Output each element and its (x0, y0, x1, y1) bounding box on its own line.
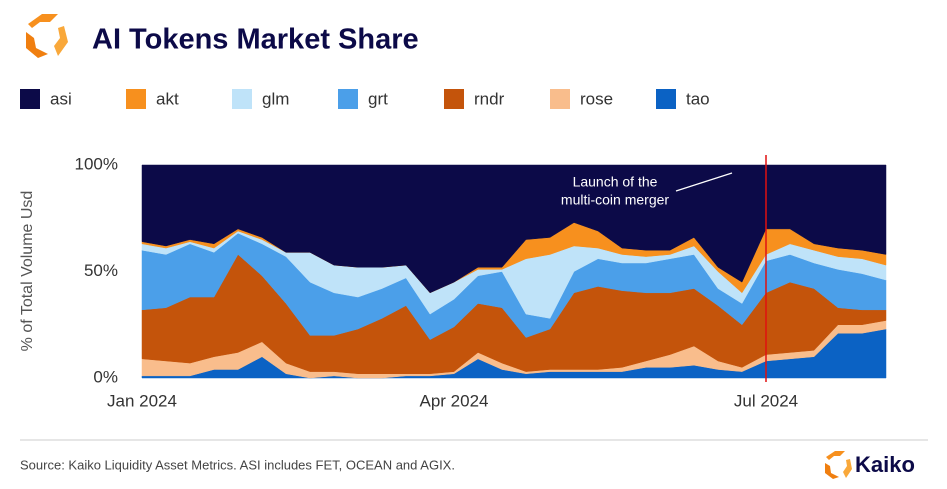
legend-swatch (550, 89, 570, 109)
area (141, 164, 887, 294)
y-tick-label: 0% (93, 367, 118, 386)
x-tick-label: Apr 2024 (420, 391, 489, 410)
legend-swatch (656, 89, 676, 109)
legend-label: tao (686, 89, 710, 108)
legend-label: rose (580, 89, 613, 108)
legend-label: rndr (474, 89, 505, 108)
legend-swatch (232, 89, 252, 109)
chart-title: AI Tokens Market Share (92, 24, 419, 56)
brand-logo (825, 451, 852, 479)
source-note: Source: Kaiko Liquidity Asset Metrics. A… (20, 457, 455, 472)
x-tick-label: Jul 2024 (734, 391, 798, 410)
legend-swatch (126, 89, 146, 109)
legend-label: grt (368, 89, 388, 108)
annotation: multi-coin merger (561, 192, 669, 208)
annotation: Launch of the (573, 174, 658, 190)
legend-swatch (338, 89, 358, 109)
brand-name: Kaiko (855, 452, 915, 477)
logo (26, 14, 68, 58)
legend-label: glm (262, 89, 289, 108)
x-tick-label: Jan 2024 (107, 391, 177, 410)
legend-label: akt (156, 89, 179, 108)
y-axis-label: % of Total Volume Usd (19, 191, 36, 352)
legend: asi akt glm grt rndr rose tao (20, 89, 710, 109)
plot-area (141, 164, 887, 379)
legend-label: asi (50, 89, 72, 108)
legend-swatch (20, 89, 40, 109)
annotation-pointer (675, 172, 733, 192)
legend-swatch (444, 89, 464, 109)
y-tick-label: 100% (75, 154, 118, 173)
y-tick-label: 50% (84, 261, 118, 280)
